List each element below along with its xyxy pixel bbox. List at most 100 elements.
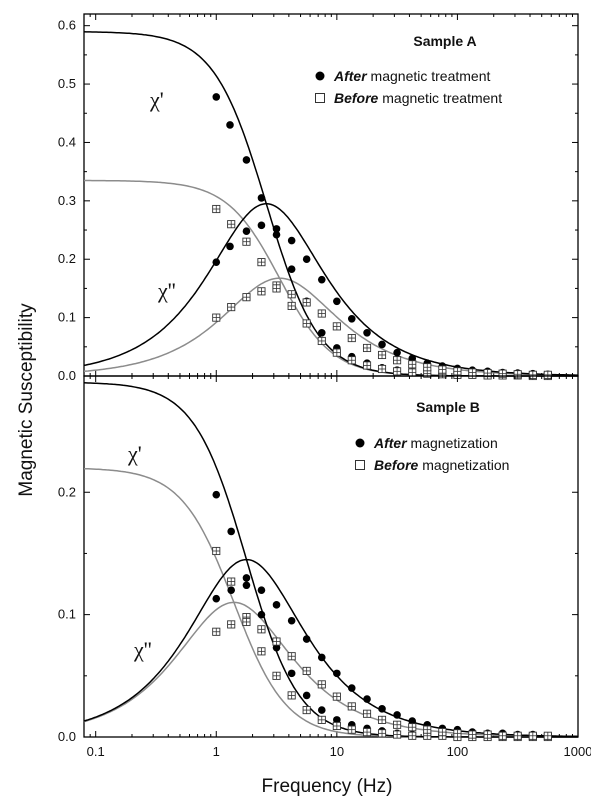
after-chi-double-prime-point: [347, 684, 356, 692]
before-chi-prime-point: [287, 301, 296, 310]
legend-emphasis: After: [373, 435, 408, 451]
chi-double-prime-label: χ'': [157, 278, 176, 303]
before-chi-double-prime-point: [287, 652, 296, 661]
before-chi-double-prime-point: [317, 309, 326, 318]
after-chi-prime-point: [226, 121, 234, 129]
after-chi-prime-point: [272, 230, 281, 239]
after-chi-double-prime-point: [302, 255, 311, 264]
before-chi-double-prime-point: [543, 731, 552, 740]
before-chi-double-prime-point: [408, 723, 417, 732]
legend-rest: magnetization: [418, 457, 509, 473]
after-chi-double-prime-point: [347, 314, 356, 323]
after-chi-double-prime-point: [393, 348, 401, 357]
before-chi-double-prime-point: [302, 666, 311, 675]
after-chi-prime-point: [272, 643, 281, 652]
legend-label: After magnetic treatment: [333, 68, 491, 84]
before-chi-double-prime-point: [468, 730, 477, 739]
legend-rest: magnetic treatment: [367, 68, 491, 84]
before-chi-double-prime-point: [347, 333, 356, 343]
legend-emphasis: Before: [374, 457, 419, 473]
x-axis-title: Frequency (Hz): [262, 776, 393, 797]
before-chi-prime-point: [302, 706, 311, 715]
after-chi-double-prime-point: [333, 297, 341, 306]
y-tick-label: 0.0: [58, 368, 76, 383]
after-chi-double-prime-point: [257, 586, 266, 594]
before-chi-prime-point: [317, 336, 326, 346]
before-chi-double-prime-point: [302, 298, 311, 307]
after-chi-prime-point: [287, 265, 296, 273]
before-chi-prime-point: [347, 356, 356, 365]
x-tick-label: 1: [213, 744, 220, 759]
after-chi-double-prime-point: [317, 275, 326, 284]
panel-title: Sample B: [416, 399, 480, 415]
after-chi-double-prime-point: [378, 340, 386, 349]
x-tick-label: 100: [447, 744, 469, 759]
before-chi-double-prime-point: [257, 287, 266, 296]
before-chi-prime-point: [302, 319, 311, 328]
y-axis-title: Magnetic Susceptibility: [16, 303, 37, 497]
before-chi-double-prime-point: [438, 365, 447, 374]
panel-title: Sample A: [413, 33, 476, 49]
legend-item: After magnetic treatment: [315, 68, 491, 84]
before-chi-prime-point: [393, 730, 402, 739]
legend-emphasis: Before: [334, 90, 379, 106]
fit-curve-chi-double-prime-after: [83, 203, 578, 376]
before-chi-double-prime-point: [498, 731, 507, 740]
before-chi-prime-point: [287, 691, 296, 700]
before-chi-prime-point: [242, 237, 251, 246]
before-chi-double-prime-point: [332, 322, 341, 331]
before-chi-double-prime-point: [317, 680, 326, 689]
after-chi-prime-point: [242, 156, 251, 164]
legend-filled-circle: [315, 71, 325, 81]
before-chi-double-prime-point: [483, 369, 492, 378]
x-tick-label: 1000: [564, 744, 591, 759]
after-chi-double-prime-point: [302, 635, 311, 643]
before-chi-prime-point: [227, 220, 236, 229]
before-chi-prime-point: [317, 715, 326, 724]
x-tick-label: 0.1: [87, 744, 105, 759]
legend-open-square: [315, 93, 325, 103]
before-chi-double-prime-point: [423, 725, 432, 734]
after-chi-double-prime-point: [333, 669, 341, 678]
after-chi-prime-point: [242, 574, 251, 582]
legend-open-square: [355, 460, 365, 470]
after-chi-double-prime-point: [212, 258, 221, 266]
y-tick-label: 0.2: [58, 251, 76, 266]
panel-b: 0.0 0.1 0.2 χ' χ'' Sample B After magnetizatio…: [58, 375, 579, 744]
after-chi-prime-point: [212, 93, 221, 101]
before-chi-prime-point: [272, 671, 281, 680]
before-chi-prime-point: [408, 731, 417, 740]
before-chi-double-prime-point: [377, 715, 387, 724]
before-chi-prime-point: [227, 577, 236, 586]
before-chi-double-prime-point: [347, 702, 356, 711]
before-chi-double-prime-point: [453, 367, 462, 376]
legend-label: After magnetization: [373, 435, 498, 451]
y-tick-label: 0.1: [58, 607, 76, 622]
after-chi-double-prime-point: [227, 586, 235, 594]
plot-frame: [83, 13, 579, 377]
before-chi-double-prime-point: [393, 356, 402, 365]
before-chi-prime-point: [362, 361, 372, 370]
fit-curve-chi-double-prime-after: [83, 558, 579, 738]
y-tick-label: 0.5: [58, 76, 76, 91]
before-chi-double-prime-point: [393, 720, 402, 729]
after-chi-double-prime-point: [212, 594, 221, 603]
y-tick-label: 0.6: [58, 18, 76, 33]
before-chi-double-prime-point: [272, 284, 281, 293]
after-chi-prime-point: [227, 527, 235, 536]
before-chi-double-prime-point: [257, 625, 266, 634]
chi-prime-label: χ': [149, 87, 164, 112]
before-chi-double-prime-point: [332, 692, 341, 701]
after-chi-double-prime-point: [393, 711, 401, 719]
y-tick-label: 0.2: [58, 484, 76, 499]
after-chi-prime-point: [333, 716, 341, 724]
before-chi-double-prime-point: [438, 728, 447, 737]
before-chi-double-prime-point: [242, 293, 251, 302]
before-chi-double-prime-point: [272, 637, 281, 646]
fit-curve-chi-double-prime-before: [83, 277, 578, 377]
after-chi-prime-point: [257, 610, 266, 619]
before-chi-double-prime-point: [287, 290, 296, 299]
before-chi-double-prime-point: [377, 350, 387, 360]
before-chi-double-prime-point: [362, 343, 372, 353]
